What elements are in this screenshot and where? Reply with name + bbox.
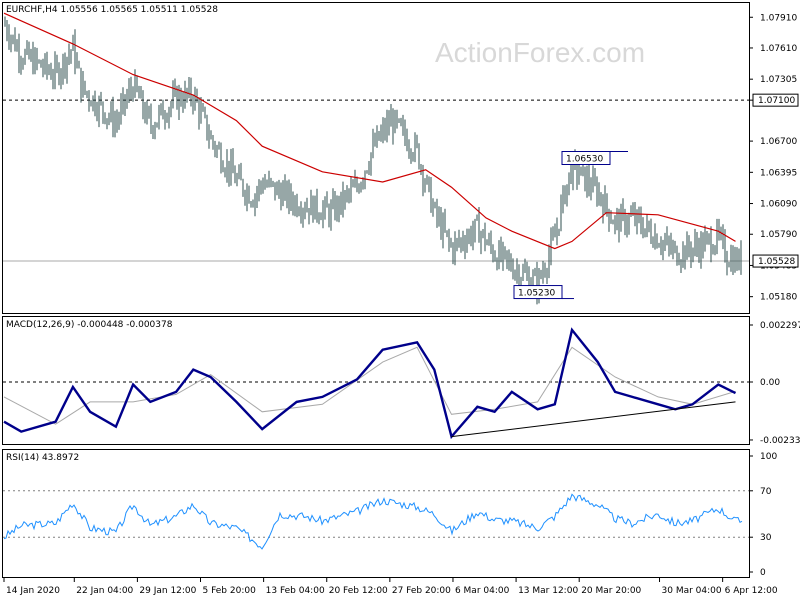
- macd-panel: [2, 316, 750, 445]
- x-tick-label: 6 Mar 04:00: [455, 586, 510, 596]
- y-tick-label: 1.07610: [760, 44, 797, 54]
- x-tick-label: 30 Mar 04:00: [662, 586, 722, 596]
- macd-trendline: [451, 401, 736, 438]
- y-tick-label: 0: [760, 568, 766, 578]
- x-tick-label: 5 Feb 20:00: [203, 586, 257, 596]
- x-tick-label: 20 Feb 12:00: [329, 586, 388, 596]
- macd-layer: [3, 327, 749, 440]
- x-tick-label: 14 Jan 2020: [6, 586, 60, 596]
- y-tick-label: 1.06700: [760, 137, 797, 147]
- sma-line: [3, 12, 736, 250]
- price-layer: 1.06530 1.05230: [3, 12, 749, 305]
- price-value-label: 1.05528: [758, 257, 795, 267]
- rsi-title: RSI(14) 43.8972: [6, 453, 79, 463]
- macd-line: [3, 327, 737, 440]
- y-tick-label: 1.05790: [760, 230, 797, 240]
- y-tick-label: 0.002297: [760, 321, 800, 331]
- price-panel: [2, 2, 750, 314]
- y-tick-label: -0.002336: [760, 436, 800, 446]
- annotation-box: [561, 151, 611, 165]
- macd-title: MACD(12,26,9) -0.000448 -0.000378: [6, 320, 173, 330]
- price-value-box: [752, 93, 799, 107]
- y-tick-label: 1.07305: [760, 75, 797, 85]
- annotation-label: 1.05230: [518, 289, 555, 299]
- x-tick-label: 13 Mar 12:00: [518, 586, 578, 596]
- y-tick-label: 1.06395: [760, 168, 797, 178]
- y-tick-label: 30: [760, 533, 772, 543]
- x-tick-label: 29 Jan 12:00: [139, 586, 196, 596]
- y-tick-label: 1.06090: [760, 200, 797, 210]
- x-tick-label: 27 Feb 20:00: [392, 586, 451, 596]
- x-tick-label: 13 Feb 04:00: [266, 586, 325, 596]
- watermark: ActionForex.com: [435, 37, 645, 68]
- x-tick-label: 22 Jan 04:00: [76, 586, 133, 596]
- axis-layer: 1.07910 1.07610 1.07305 1.07100 1.06700 1.063…: [3, 13, 800, 596]
- price-value-label: 1.07100: [758, 96, 795, 106]
- price-value-box: [752, 254, 799, 268]
- x-tick-label: 20 Mar 20:00: [581, 586, 641, 596]
- x-tick-label: 6 Apr 12:00: [725, 586, 778, 596]
- y-tick-label: 1.07910: [760, 13, 797, 23]
- rsi-panel: [2, 449, 750, 578]
- y-tick-label: 1.05180: [760, 293, 797, 303]
- annotation-label: 1.06530: [566, 155, 603, 165]
- y-tick-label: 100: [760, 452, 777, 462]
- price-title: EURCHF,H4 1.05556 1.05565 1.05511 1.0552…: [6, 5, 218, 15]
- rsi-layer: [3, 490, 749, 550]
- y-tick-label: 0.00: [760, 378, 780, 388]
- annotation-box: [513, 285, 563, 300]
- rsi-line: [3, 493, 743, 550]
- y-tick-label: 70: [760, 487, 772, 497]
